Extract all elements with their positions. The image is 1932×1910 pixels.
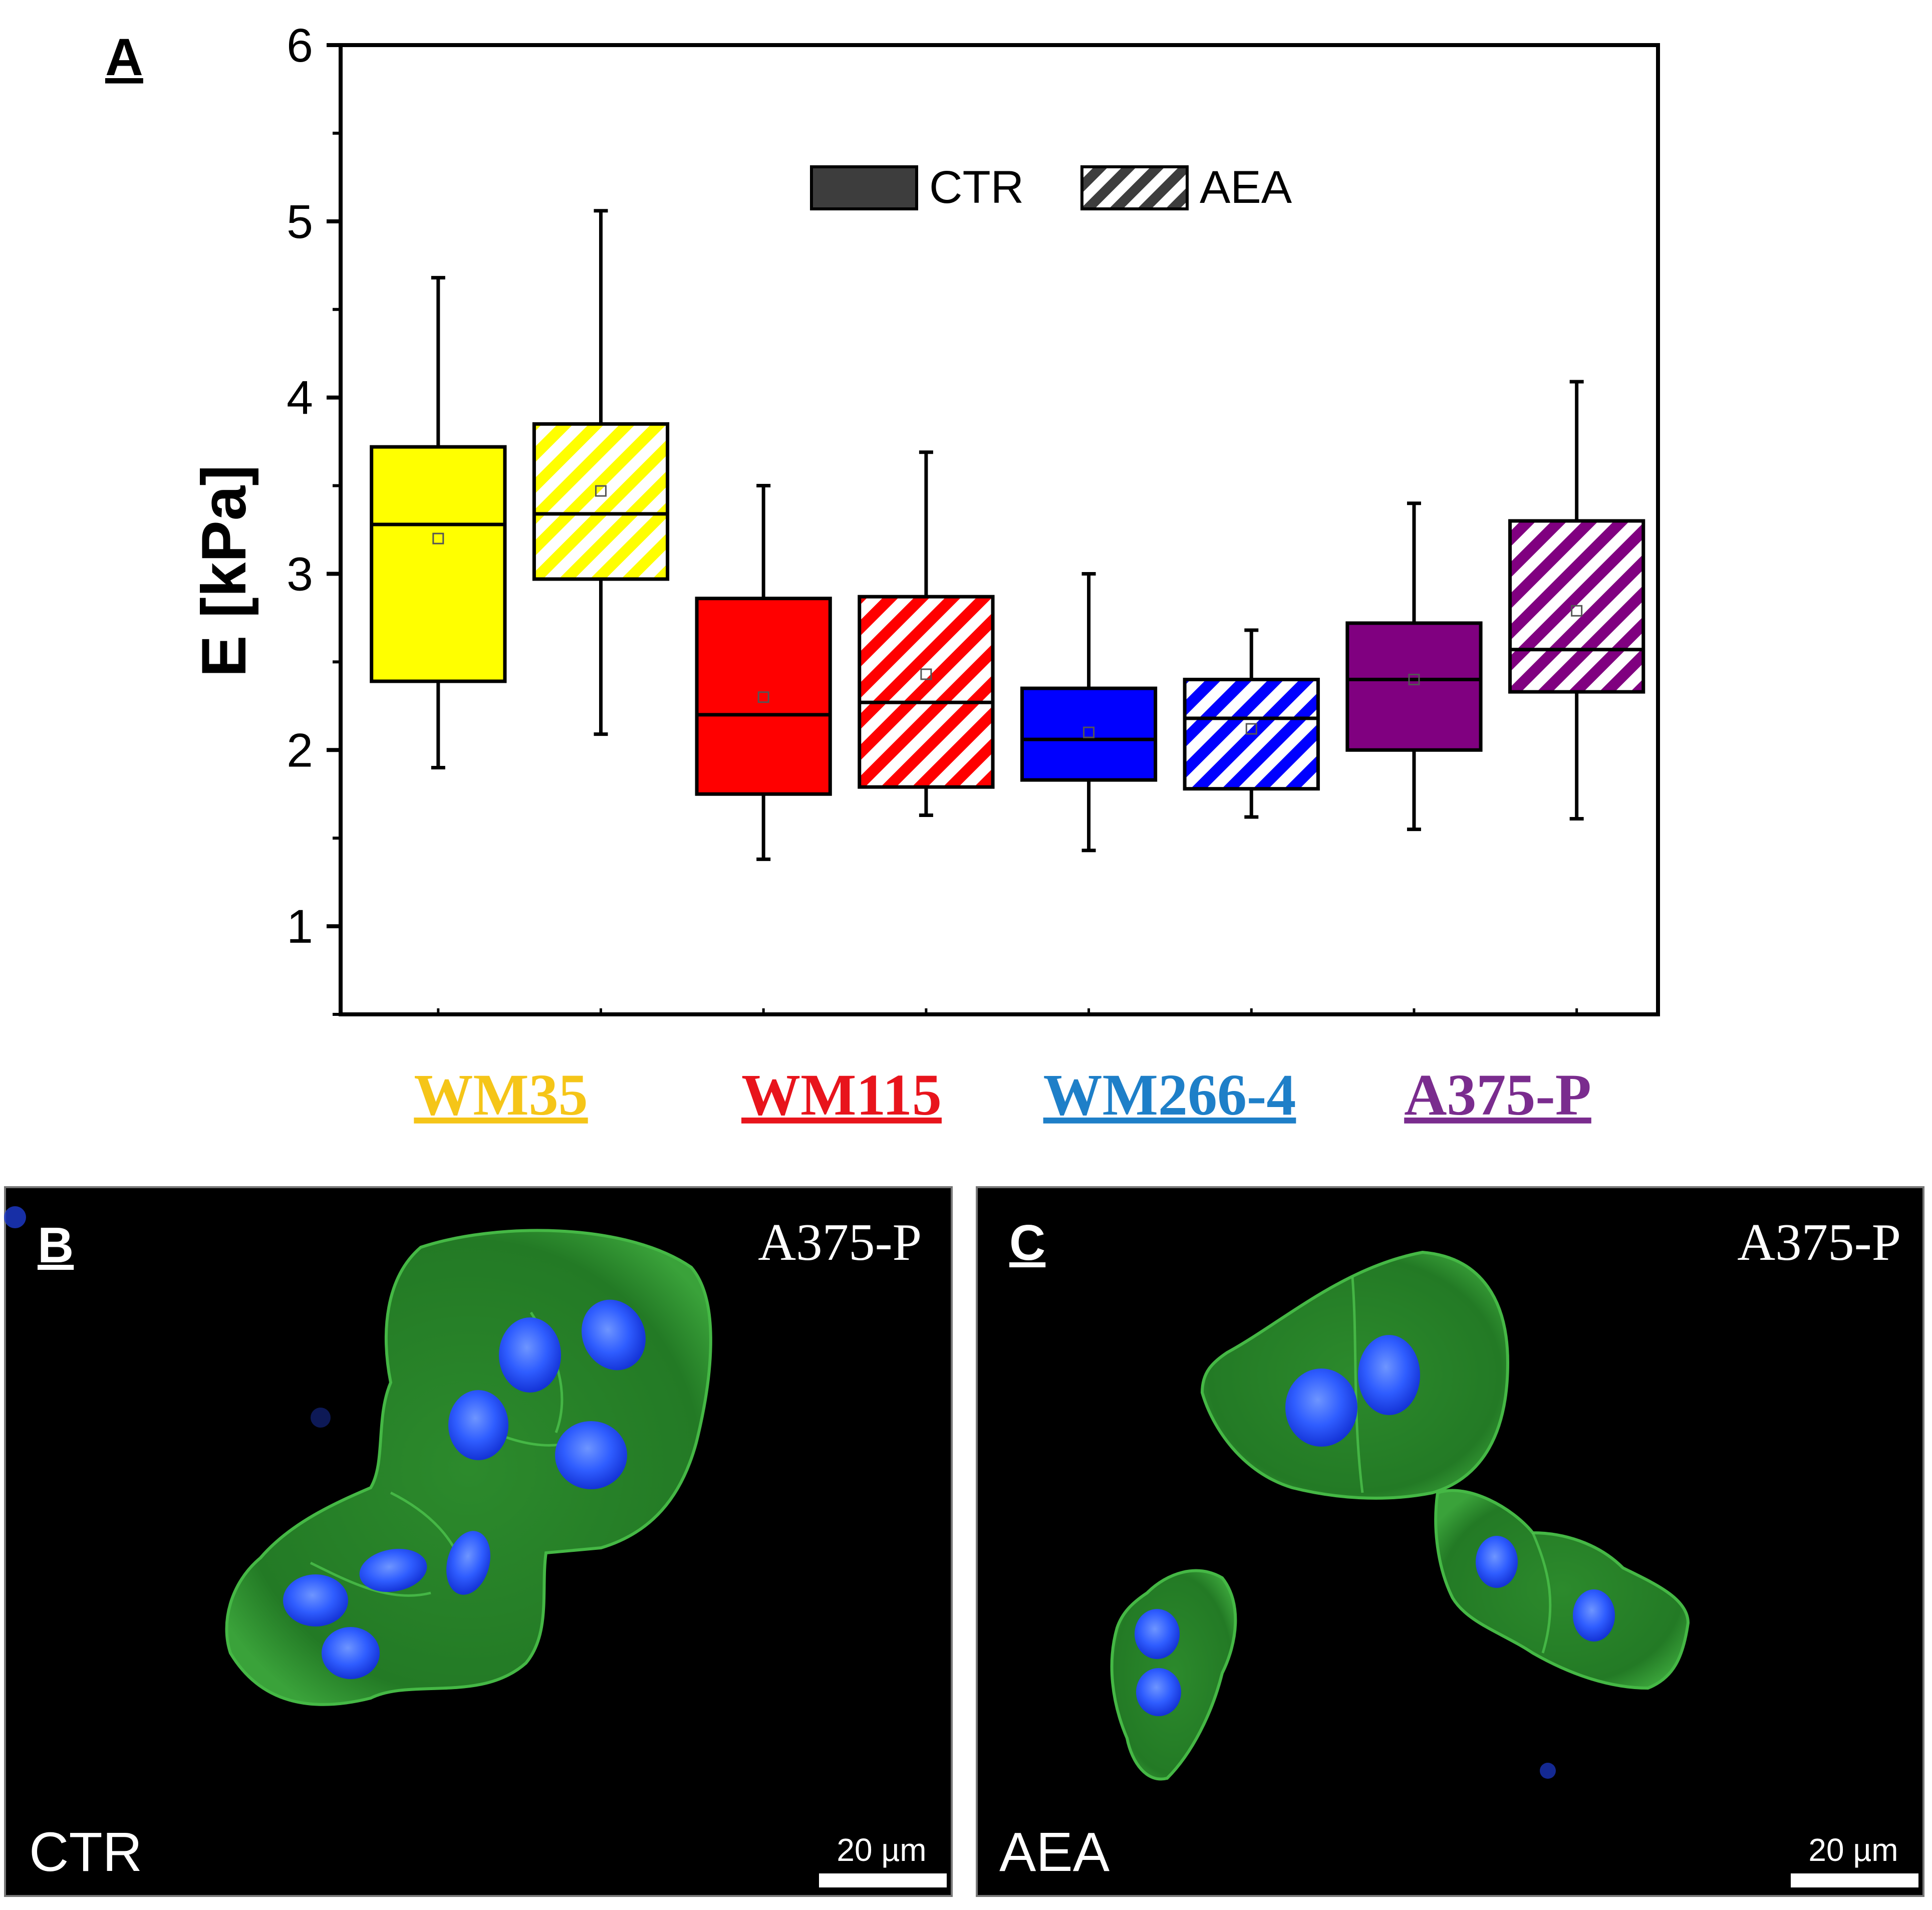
- legend-item-ctr: CTR: [810, 162, 1024, 213]
- box-wm115-ctr: [695, 484, 832, 861]
- debris: [1540, 1763, 1556, 1779]
- box-wm266-4-ctr: [1020, 572, 1158, 853]
- cell-boundary: [1351, 1277, 1364, 1493]
- box-wm35-aea: [532, 209, 670, 736]
- plot-area: [339, 43, 1660, 1016]
- scale-bar-label-aea: 20 µm: [1808, 1832, 1898, 1868]
- box-body: [1022, 688, 1156, 780]
- group-label-wm115: WM115: [741, 1062, 942, 1128]
- y-axis-label: E [kPa]: [189, 465, 259, 677]
- nucleus: [448, 1390, 508, 1460]
- legend-swatch-ctr: [810, 165, 918, 210]
- legend-swatch-aea-hatch: [1082, 167, 1187, 209]
- box-outline: [858, 595, 995, 789]
- cell-boundary: [1531, 1532, 1552, 1654]
- mean-marker: [1408, 674, 1420, 686]
- panel-b-label: B: [38, 1217, 74, 1273]
- mean-marker: [1245, 723, 1257, 735]
- box-outline: [1020, 686, 1158, 782]
- panel-c-label: C: [1009, 1215, 1045, 1271]
- group-label-wm266-4: WM266-4: [1043, 1062, 1296, 1128]
- box-body: [371, 447, 505, 682]
- micrograph-ctr-condition: CTR: [29, 1821, 142, 1883]
- cell-cluster: [1110, 1250, 1690, 1781]
- box-outline: [370, 445, 507, 683]
- micrograph-aea: C A375-P AEA 20 µm: [976, 1186, 1924, 1897]
- y-tick-label: 3: [287, 548, 313, 601]
- box-outline: [695, 597, 832, 796]
- legend-swatch-aea: [1080, 165, 1189, 210]
- scale-bar-label-ctr: 20 µm: [837, 1832, 926, 1868]
- box-body: [1347, 623, 1481, 750]
- group-label-a375-p: A375-P: [1404, 1062, 1591, 1128]
- mean-marker: [1083, 726, 1095, 738]
- cell-cluster: [225, 1229, 712, 1706]
- nucleus: [322, 1627, 380, 1679]
- group-labels: WM35 WM115 WM266-4 A375-P: [414, 1062, 1591, 1128]
- plot-frame: [339, 43, 1660, 1016]
- boxes-layer: [370, 209, 1645, 1014]
- legend-label-ctr: CTR: [929, 162, 1024, 213]
- box-hatch: [859, 597, 993, 787]
- nucleus: [1476, 1536, 1518, 1588]
- nucleus: [555, 1421, 627, 1489]
- scale-bar-ctr: [819, 1873, 947, 1887]
- y-tick-label: 5: [287, 195, 313, 248]
- nucleus: [359, 1548, 427, 1592]
- mean-marker: [757, 691, 769, 703]
- panel-a-label: A: [105, 28, 143, 87]
- scale-bar-aea: [1791, 1873, 1918, 1887]
- box-wm115-aea: [858, 450, 995, 817]
- nucleus: [1285, 1369, 1357, 1447]
- micrograph-ctr: B A375-P CTR 20 µm: [4, 1186, 953, 1897]
- box-a375-p-aea: [1508, 380, 1645, 821]
- nucleus: [499, 1317, 561, 1393]
- group-label-wm35: WM35: [414, 1062, 588, 1128]
- mean-marker: [1571, 605, 1583, 617]
- box-outline: [1345, 621, 1483, 752]
- box-plot-panel: A 1 2 3 4 5 6 E [kPa] CTR AEA WM35 WM115 WM26…: [105, 19, 1660, 1128]
- y-axis: 1 2 3 4 5 6: [287, 19, 341, 1016]
- box-hatch: [534, 424, 668, 580]
- y-tick-label: 4: [287, 372, 313, 425]
- box-body: [697, 598, 831, 794]
- y-tick-label: 1: [287, 900, 313, 953]
- micrograph-aea-cell-line: A375-P: [1737, 1213, 1901, 1271]
- box-outline: [1183, 678, 1320, 791]
- box-a375-p-ctr: [1345, 501, 1483, 832]
- cell-boundary: [310, 1311, 572, 1597]
- y-tick-label: 2: [287, 724, 313, 777]
- mean-marker: [595, 485, 607, 497]
- micrograph-aea-condition: AEA: [999, 1821, 1110, 1883]
- nucleus: [1358, 1335, 1420, 1415]
- legend: CTR AEA: [810, 162, 1292, 213]
- nucleus: [1573, 1589, 1615, 1642]
- nucleus: [446, 1531, 490, 1595]
- legend-label-aea: AEA: [1200, 162, 1292, 213]
- box-wm35-ctr: [370, 276, 507, 769]
- y-tick-label: 6: [287, 19, 313, 72]
- mean-marker: [432, 532, 444, 544]
- debris: [4, 1206, 26, 1228]
- legend-item-aea: AEA: [1080, 162, 1292, 213]
- box-wm266-4-aea: [1183, 628, 1320, 819]
- mean-marker: [920, 668, 932, 680]
- nucleus: [1135, 1609, 1180, 1659]
- box-outline: [1508, 519, 1645, 694]
- nucleus: [283, 1574, 348, 1626]
- nucleus: [582, 1299, 646, 1371]
- nucleus: [1136, 1668, 1181, 1716]
- debris: [311, 1408, 331, 1428]
- box-outline: [532, 422, 670, 581]
- micrograph-ctr-cell-line: A375-P: [758, 1213, 922, 1271]
